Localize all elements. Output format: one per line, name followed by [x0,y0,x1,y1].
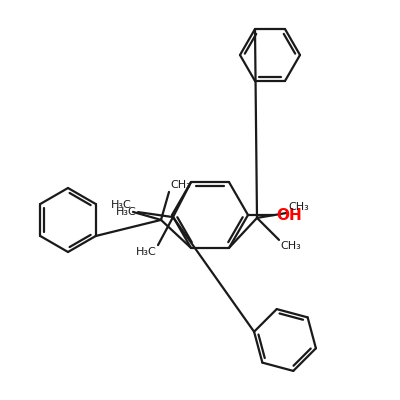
Text: OH: OH [276,208,302,222]
Text: H₃C: H₃C [116,207,137,217]
Text: H₃C: H₃C [136,247,157,257]
Text: CH₃: CH₃ [288,202,309,212]
Text: CH₃: CH₃ [170,180,191,190]
Text: H₃C: H₃C [111,200,132,210]
Text: CH₃: CH₃ [280,241,301,251]
